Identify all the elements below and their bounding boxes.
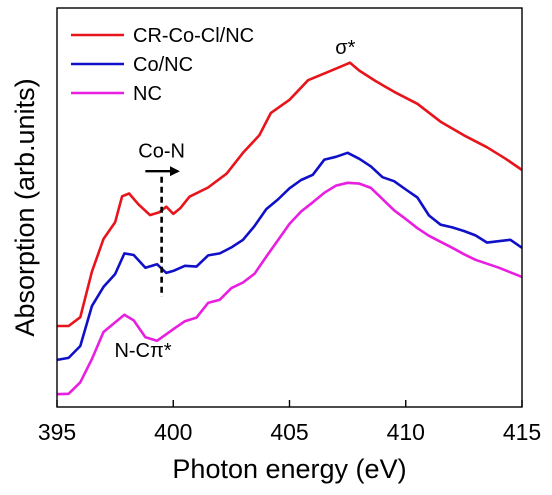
x-ticks: 395 400 405 410 415 [38, 400, 541, 445]
series-layer [56, 61, 523, 396]
legend-label-2: Co/NC [133, 54, 193, 76]
x-tick-label: 410 [387, 419, 425, 445]
x-tick-label: 415 [503, 419, 541, 445]
annotations: σ* Co-N N-Cπ* [114, 37, 355, 362]
y-axis-label: Absorption (arb.units) [10, 78, 40, 336]
series-line-3 [56, 181, 523, 396]
x-tick-label: 405 [270, 419, 308, 445]
legend-label-1: CR-Co-Cl/NC [133, 25, 254, 47]
series-line-2 [56, 151, 523, 362]
x-tick-label: 400 [154, 419, 192, 445]
annotation-2: Co-N [138, 141, 185, 163]
x-axis-label: Photon energy (eV) [172, 454, 406, 484]
series-line-1 [57, 61, 523, 328]
annotation-3: N-Cπ* [114, 340, 171, 362]
annotation-1: σ* [335, 37, 355, 59]
x-tick-label: 395 [38, 419, 76, 445]
legend-label-3: NC [133, 83, 162, 105]
legend: CR-Co-Cl/NC Co/NC NC [71, 25, 254, 105]
